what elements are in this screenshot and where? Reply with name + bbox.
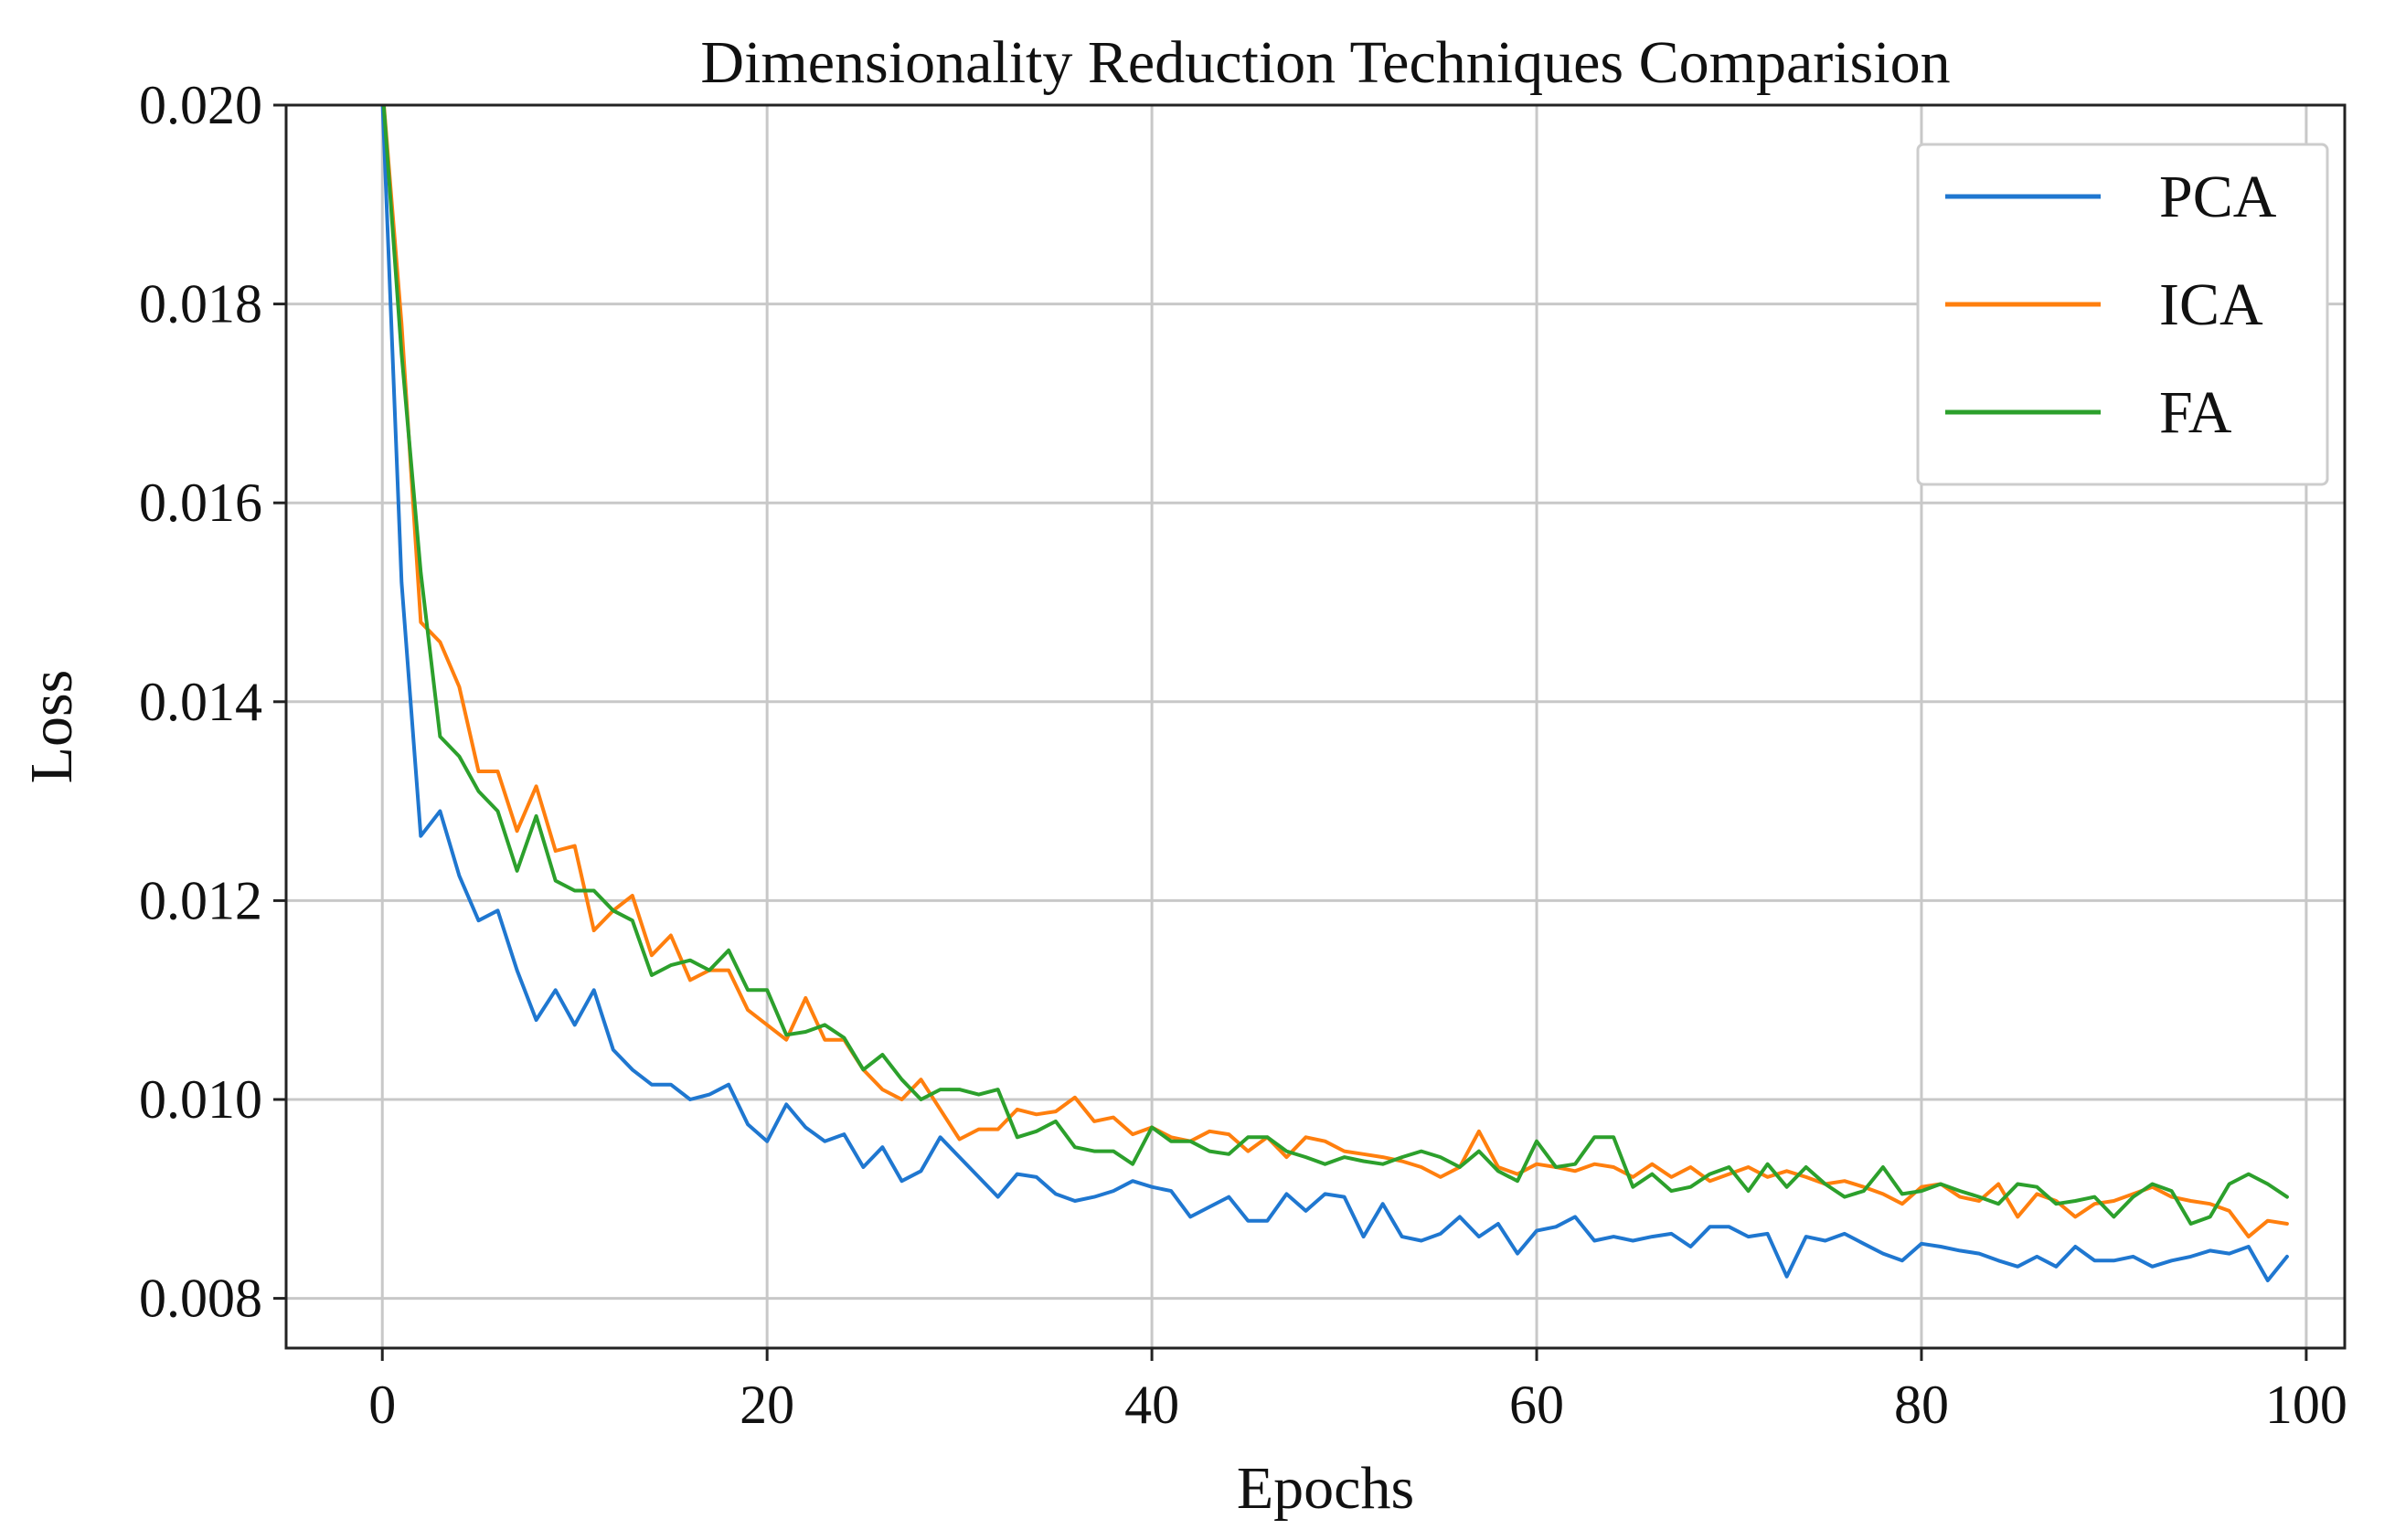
y-tick-label: 0.018 [139,274,262,335]
chart-title: Dimensionality Reduction Techniques Comp… [700,29,1950,96]
y-tick-label: 0.012 [139,870,262,930]
y-tick-label: 0.008 [139,1269,262,1329]
series-line-fa [381,105,2289,1226]
legend-box [1916,143,2329,486]
series-lines [380,105,2289,1282]
axis-ticks: 0 20 40 60 80 100 0.008 0.010 0.012 0.014 0.016 0.0… [139,75,2347,1435]
y-tick-label: 0.016 [139,473,262,533]
x-tick-label: 60 [1509,1375,1564,1435]
x-tick-label: 40 [1124,1375,1179,1435]
y-tick-label: 0.010 [139,1069,262,1130]
series-line-pca [380,105,2289,1282]
x-tick-label: 80 [1894,1375,1949,1435]
legend: PCA ICA FA [1916,143,2329,486]
plot-frame [284,103,2347,1350]
legend-label-fa: FA [2159,379,2232,446]
legend-label-ica: ICA [2159,271,2263,338]
y-axis-label: Loss [18,670,85,784]
x-axis-label: Epochs [1237,1455,1414,1522]
y-tick-label: 0.020 [139,75,262,135]
y-tick-label: 0.014 [139,672,262,732]
legend-label-pca: PCA [2159,164,2277,230]
x-tick-label: 0 [368,1375,396,1435]
x-tick-label: 100 [2265,1375,2347,1435]
series-line-ica [381,105,2289,1239]
x-tick-label: 20 [740,1375,794,1435]
